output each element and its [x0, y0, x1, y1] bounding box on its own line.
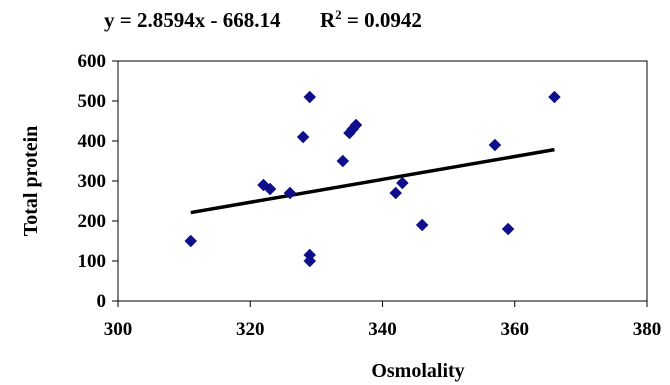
- data-point: [389, 186, 403, 200]
- y-tick-label: 500: [78, 91, 107, 112]
- r-squared-superscript: 2: [335, 7, 342, 22]
- r-squared-symbol: R: [320, 8, 336, 32]
- y-tick-label: 200: [78, 211, 107, 232]
- regression-equation: y = 2.8594x - 668.14: [104, 8, 281, 32]
- x-axis-title: Osmolality: [371, 360, 464, 382]
- data-point: [548, 90, 561, 104]
- y-tick-label: 100: [78, 251, 107, 272]
- data-point: [296, 130, 310, 144]
- data-point: [336, 154, 350, 168]
- x-axis: 300 320 340 360 380: [104, 301, 662, 340]
- x-tick-label: 380: [633, 319, 662, 340]
- data-point: [184, 234, 198, 248]
- r-squared-value: = 0.0942: [342, 8, 422, 32]
- data-point: [263, 182, 277, 196]
- data-point: [303, 254, 317, 268]
- r-squared-label: R2 = 0.0942: [320, 7, 422, 32]
- y-tick-label: 300: [78, 171, 107, 192]
- x-tick-label: 360: [501, 319, 530, 340]
- y-axis-title: Total protein: [20, 126, 42, 237]
- trendline-layer: [190, 147, 555, 215]
- data-point: [349, 118, 363, 132]
- data-point: [415, 218, 429, 232]
- x-tick-label: 320: [236, 319, 265, 340]
- y-axis: 0 100 200 300 400 500 600: [78, 51, 118, 312]
- y-tick-label: 0: [97, 291, 107, 312]
- data-point: [488, 138, 502, 152]
- y-tick-label: 400: [78, 131, 107, 152]
- data-point: [283, 186, 297, 200]
- x-tick-label: 300: [104, 319, 133, 340]
- x-tick-label: 340: [368, 319, 397, 340]
- data-points-layer: [184, 90, 561, 268]
- data-point: [395, 176, 409, 190]
- trendline: [190, 147, 555, 215]
- y-tick-label: 600: [78, 51, 107, 72]
- data-point: [501, 222, 515, 236]
- data-point: [303, 90, 317, 104]
